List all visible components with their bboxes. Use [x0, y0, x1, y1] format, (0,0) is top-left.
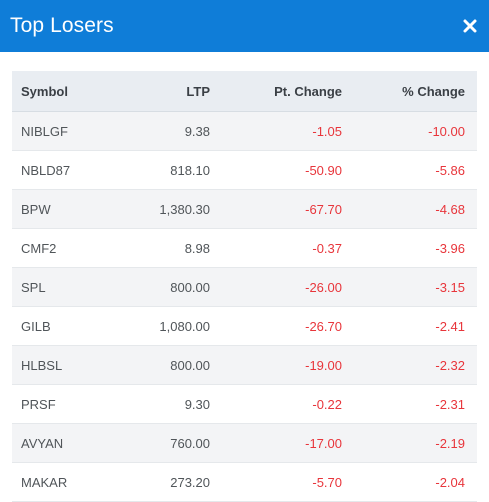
cell-pt-change: -50.90 [210, 150, 342, 190]
cell-symbol[interactable]: NIBLGF [12, 111, 108, 151]
cell-pct-change: -3.15 [342, 267, 477, 307]
cell-pct-change: -2.31 [342, 384, 477, 424]
cell-symbol[interactable]: CMF2 [12, 228, 108, 268]
cell-pct-change: -4.68 [342, 189, 477, 229]
losers-table: Symbol LTP Pt. Change % Change NIBLGF 9.3… [12, 71, 477, 502]
table-row[interactable]: GILB 1,080.00 -26.70 -2.41 [12, 306, 477, 346]
cell-symbol[interactable]: AVYAN [12, 423, 108, 463]
cell-pt-change: -0.22 [210, 384, 342, 424]
cell-symbol[interactable]: PRSF [12, 384, 108, 424]
table-row[interactable]: NBLD87 818.10 -50.90 -5.86 [12, 150, 477, 190]
cell-pct-change: -2.32 [342, 345, 477, 385]
cell-symbol[interactable]: BPW [12, 189, 108, 229]
losers-table-container: Symbol LTP Pt. Change % Change NIBLGF 9.3… [12, 71, 477, 502]
table-header-row: Symbol LTP Pt. Change % Change [12, 71, 477, 112]
cell-pt-change: -67.70 [210, 189, 342, 229]
cell-ltp: 1,380.30 [108, 189, 210, 229]
close-icon[interactable] [461, 17, 479, 35]
cell-pt-change: -26.70 [210, 306, 342, 346]
column-header-symbol[interactable]: Symbol [12, 71, 108, 112]
cell-ltp: 800.00 [108, 267, 210, 307]
column-header-ltp[interactable]: LTP [108, 71, 210, 112]
table-row[interactable]: HLBSL 800.00 -19.00 -2.32 [12, 345, 477, 385]
modal-header: Top Losers [0, 0, 489, 52]
cell-pt-change: -26.00 [210, 267, 342, 307]
table-row[interactable]: MAKAR 273.20 -5.70 -2.04 [12, 462, 477, 502]
cell-pt-change: -1.05 [210, 111, 342, 151]
table-row[interactable]: NIBLGF 9.38 -1.05 -10.00 [12, 111, 477, 151]
cell-symbol[interactable]: NBLD87 [12, 150, 108, 190]
table-row[interactable]: AVYAN 760.00 -17.00 -2.19 [12, 423, 477, 463]
cell-ltp: 8.98 [108, 228, 210, 268]
cell-symbol[interactable]: GILB [12, 306, 108, 346]
cell-symbol[interactable]: HLBSL [12, 345, 108, 385]
table-row[interactable]: BPW 1,380.30 -67.70 -4.68 [12, 189, 477, 229]
cell-pct-change: -2.41 [342, 306, 477, 346]
cell-pt-change: -5.70 [210, 462, 342, 502]
cell-pct-change: -2.04 [342, 462, 477, 502]
cell-pct-change: -3.96 [342, 228, 477, 268]
column-header-pt-change[interactable]: Pt. Change [210, 71, 342, 112]
cell-ltp: 273.20 [108, 462, 210, 502]
table-row[interactable]: PRSF 9.30 -0.22 -2.31 [12, 384, 477, 424]
cell-ltp: 800.00 [108, 345, 210, 385]
cell-ltp: 760.00 [108, 423, 210, 463]
cell-symbol[interactable]: MAKAR [12, 462, 108, 502]
cell-pt-change: -17.00 [210, 423, 342, 463]
cell-pt-change: -0.37 [210, 228, 342, 268]
cell-ltp: 9.38 [108, 111, 210, 151]
column-header-pct-change[interactable]: % Change [342, 71, 477, 112]
cell-pct-change: -10.00 [342, 111, 477, 151]
cell-ltp: 1,080.00 [108, 306, 210, 346]
cell-ltp: 818.10 [108, 150, 210, 190]
cell-pct-change: -5.86 [342, 150, 477, 190]
cell-pt-change: -19.00 [210, 345, 342, 385]
cell-pct-change: -2.19 [342, 423, 477, 463]
table-row[interactable]: CMF2 8.98 -0.37 -3.96 [12, 228, 477, 268]
cell-ltp: 9.30 [108, 384, 210, 424]
cell-symbol[interactable]: SPL [12, 267, 108, 307]
table-row[interactable]: SPL 800.00 -26.00 -3.15 [12, 267, 477, 307]
modal-title: Top Losers [10, 14, 114, 37]
